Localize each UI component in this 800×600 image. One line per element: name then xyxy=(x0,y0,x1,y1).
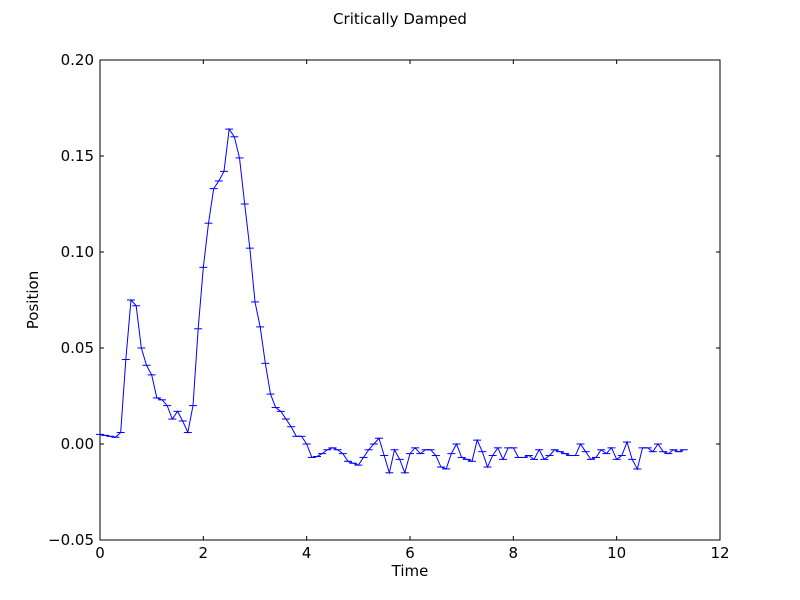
series-line xyxy=(99,127,685,475)
plot-area xyxy=(100,60,720,540)
chart-title: Critically Damped xyxy=(333,10,467,28)
x-tick-label: 12 xyxy=(710,544,729,562)
plot-frame xyxy=(99,59,721,541)
y-tick-label: 0.00 xyxy=(61,435,94,453)
x-axis-label: Time xyxy=(391,562,429,580)
y-axis-label: Position xyxy=(24,271,42,329)
x-tick-label: 10 xyxy=(607,544,626,562)
y-tick-label: 0.10 xyxy=(61,243,94,261)
x-tick-label: 8 xyxy=(509,544,519,562)
y-tick-label: −0.05 xyxy=(48,531,94,549)
x-tick-label: 4 xyxy=(302,544,312,562)
x-tick-label: 6 xyxy=(405,544,415,562)
y-tick-label: 0.20 xyxy=(61,51,94,69)
y-tick-label: 0.05 xyxy=(61,339,94,357)
series-layer xyxy=(96,127,688,475)
x-tick-label: 2 xyxy=(199,544,209,562)
x-tick-label: 0 xyxy=(95,544,105,562)
y-tick-label: 0.15 xyxy=(61,147,94,165)
